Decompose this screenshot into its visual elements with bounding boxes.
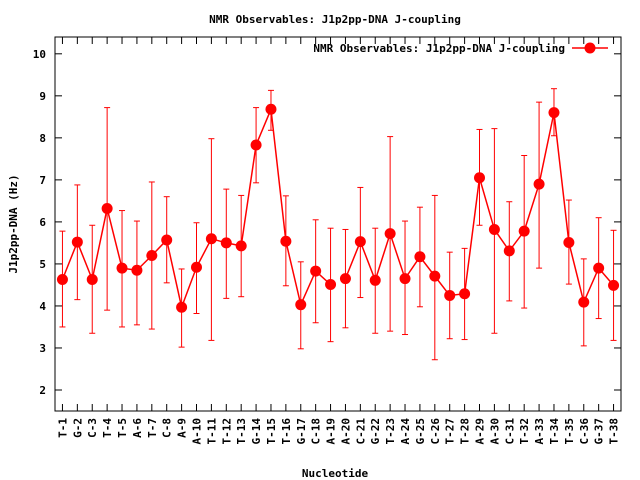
legend: NMR Observables: J1p2pp-DNA J-coupling bbox=[313, 42, 608, 55]
x-tick-label: A-19 bbox=[325, 418, 338, 445]
data-point bbox=[354, 236, 366, 248]
y-tick-label: 5 bbox=[39, 258, 46, 271]
x-tick-label: T-13 bbox=[235, 418, 248, 445]
data-point bbox=[503, 245, 515, 257]
x-tick-label: T-23 bbox=[384, 418, 397, 445]
x-tick-label: T-32 bbox=[518, 418, 531, 445]
y-tick-label: 9 bbox=[39, 90, 46, 103]
x-tick-label: T-7 bbox=[146, 418, 159, 438]
x-axis: T-1 G-2 C-3 T-4 T-5 A-6 T-7 C-8 A-9 A-10 T-11 T-12 T… bbox=[56, 37, 621, 445]
y-tick-label: 10 bbox=[33, 48, 46, 61]
data-point bbox=[191, 261, 202, 273]
data-point bbox=[593, 262, 605, 274]
x-tick-label: T-28 bbox=[459, 418, 472, 445]
x-tick-label: C-8 bbox=[161, 418, 174, 438]
data-point bbox=[444, 289, 456, 301]
data-point bbox=[548, 107, 560, 119]
y-tick-label: 8 bbox=[39, 132, 46, 145]
legend-marker bbox=[584, 42, 596, 54]
x-tick-label: C-31 bbox=[503, 418, 516, 445]
x-tick-label: C-3 bbox=[86, 418, 99, 438]
x-tick-label: T-15 bbox=[265, 418, 278, 445]
data-point bbox=[101, 202, 113, 214]
y-tick-label: 7 bbox=[39, 174, 46, 187]
data-point bbox=[533, 178, 545, 190]
data-point bbox=[176, 301, 188, 313]
data-point bbox=[310, 265, 322, 277]
data-point bbox=[369, 274, 381, 286]
data-point bbox=[220, 237, 232, 249]
data-point bbox=[295, 299, 307, 311]
x-tick-label: T-16 bbox=[280, 418, 293, 445]
x-tick-label: T-27 bbox=[444, 418, 457, 445]
data-point bbox=[131, 264, 143, 276]
data-point bbox=[205, 233, 217, 245]
x-tick-label: T-34 bbox=[548, 418, 561, 445]
x-tick-label: T-38 bbox=[608, 418, 621, 445]
x-tick-label: A-24 bbox=[399, 418, 412, 445]
data-point bbox=[71, 236, 83, 248]
x-tick-label: G-25 bbox=[414, 418, 427, 445]
x-tick-label: A-29 bbox=[474, 418, 487, 445]
data-point bbox=[265, 103, 277, 115]
series-lines bbox=[61, 106, 615, 310]
x-tick-label: T-11 bbox=[205, 418, 218, 445]
data-point bbox=[518, 225, 530, 237]
data-point bbox=[474, 172, 485, 184]
data-point bbox=[414, 251, 426, 263]
x-tick-label: G-14 bbox=[250, 418, 263, 445]
x-tick-label: A-6 bbox=[131, 418, 144, 438]
x-tick-label: A-33 bbox=[533, 418, 546, 445]
data-point bbox=[280, 235, 292, 247]
data-point bbox=[250, 139, 262, 151]
data-point bbox=[399, 273, 411, 285]
plot-frame bbox=[54, 36, 622, 412]
x-tick-label: G-17 bbox=[295, 418, 308, 445]
data-point bbox=[116, 262, 128, 274]
y-tick-label: 4 bbox=[39, 300, 46, 313]
error-bars bbox=[59, 88, 617, 361]
y-axis-label: J1p2pp-DNA (Hz) bbox=[7, 174, 20, 273]
y-tick-label: 6 bbox=[39, 216, 46, 229]
x-tick-label: T-12 bbox=[220, 418, 233, 445]
x-tick-label: T-1 bbox=[56, 418, 69, 438]
x-tick-label: A-10 bbox=[191, 418, 204, 445]
data-point bbox=[429, 270, 441, 282]
x-tick-label: G-2 bbox=[71, 418, 84, 438]
data-point bbox=[563, 236, 575, 248]
data-point bbox=[325, 279, 337, 291]
data-point bbox=[56, 273, 68, 285]
data-point bbox=[578, 296, 590, 308]
x-tick-label: G-22 bbox=[369, 418, 382, 445]
data-point bbox=[339, 273, 351, 285]
data-point bbox=[459, 288, 471, 300]
chart-title: NMR Observables: J1p2pp-DNA J-coupling bbox=[209, 13, 461, 26]
x-tick-label: C-26 bbox=[429, 418, 442, 445]
y-tick-label: 2 bbox=[39, 384, 46, 397]
data-point bbox=[384, 228, 396, 240]
x-tick-label: T-5 bbox=[116, 418, 129, 438]
data-point bbox=[235, 240, 247, 252]
x-tick-label: T-4 bbox=[101, 418, 114, 438]
data-point bbox=[608, 279, 620, 291]
data-points bbox=[56, 103, 620, 313]
y-axis: 2 3 4 5 6 7 8 9 10 bbox=[33, 48, 621, 397]
x-tick-label: A-9 bbox=[176, 418, 189, 438]
x-tick-label: A-30 bbox=[488, 418, 501, 445]
data-point bbox=[86, 273, 98, 285]
x-tick-label: G-37 bbox=[593, 418, 606, 445]
x-axis-label: Nucleotide bbox=[302, 467, 369, 480]
data-point bbox=[161, 234, 173, 246]
x-tick-label: T-35 bbox=[563, 418, 576, 445]
legend-label: NMR Observables: J1p2pp-DNA J-coupling bbox=[313, 42, 565, 55]
data-point bbox=[488, 223, 500, 235]
x-tick-label: C-18 bbox=[310, 418, 323, 445]
x-tick-label: A-20 bbox=[339, 418, 352, 445]
x-tick-label: C-36 bbox=[578, 418, 591, 445]
x-tick-label: C-21 bbox=[354, 418, 367, 445]
y-tick-label: 3 bbox=[39, 342, 46, 355]
data-point bbox=[146, 250, 158, 262]
